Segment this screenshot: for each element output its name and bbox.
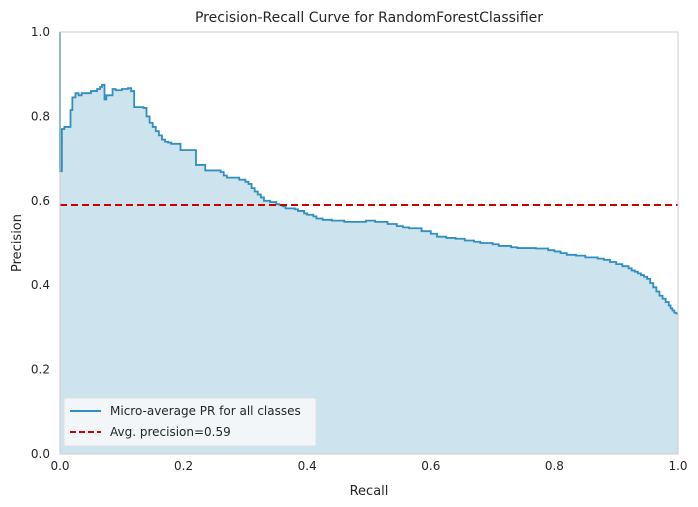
plot-frame xyxy=(59,31,679,455)
x-axis-label: Recall xyxy=(350,484,389,499)
legend-label-pr-curve: Micro-average PR for all classes xyxy=(110,404,301,418)
x-tick-label: 1.0 xyxy=(668,459,687,473)
y-tick-label: 0.6 xyxy=(31,194,50,208)
legend-label-avg-precision: Avg. precision=0.59 xyxy=(110,425,231,439)
chart-title: Precision-Recall Curve for RandomForestC… xyxy=(195,10,543,26)
y-tick-label: 0.8 xyxy=(31,109,50,123)
y-tick-label: 1.0 xyxy=(31,25,50,39)
pr-area-fill xyxy=(60,32,678,454)
y-tick-label: 0.4 xyxy=(31,278,50,292)
x-tick-label: 0.8 xyxy=(545,459,564,473)
pr-curve-line xyxy=(59,32,678,315)
legend: Micro-average PR for all classes Avg. pr… xyxy=(63,397,317,447)
y-tick-label: 0.2 xyxy=(31,363,50,377)
legend-box xyxy=(63,397,317,447)
y-tick-label: 0.0 xyxy=(31,447,50,461)
x-tick-label: 0.4 xyxy=(298,459,317,473)
y-tick-labels: 0.0 0.2 0.4 0.6 0.8 1.0 xyxy=(31,25,50,461)
x-tick-label: 0.0 xyxy=(50,459,69,473)
x-tick-label: 0.6 xyxy=(421,459,440,473)
area-fill-layer xyxy=(60,32,678,454)
x-tick-labels: 0.0 0.2 0.4 0.6 0.8 1.0 xyxy=(50,459,687,473)
series-layer xyxy=(59,32,678,315)
y-axis-label: Precision xyxy=(10,214,25,272)
x-tick-label: 0.2 xyxy=(174,459,193,473)
